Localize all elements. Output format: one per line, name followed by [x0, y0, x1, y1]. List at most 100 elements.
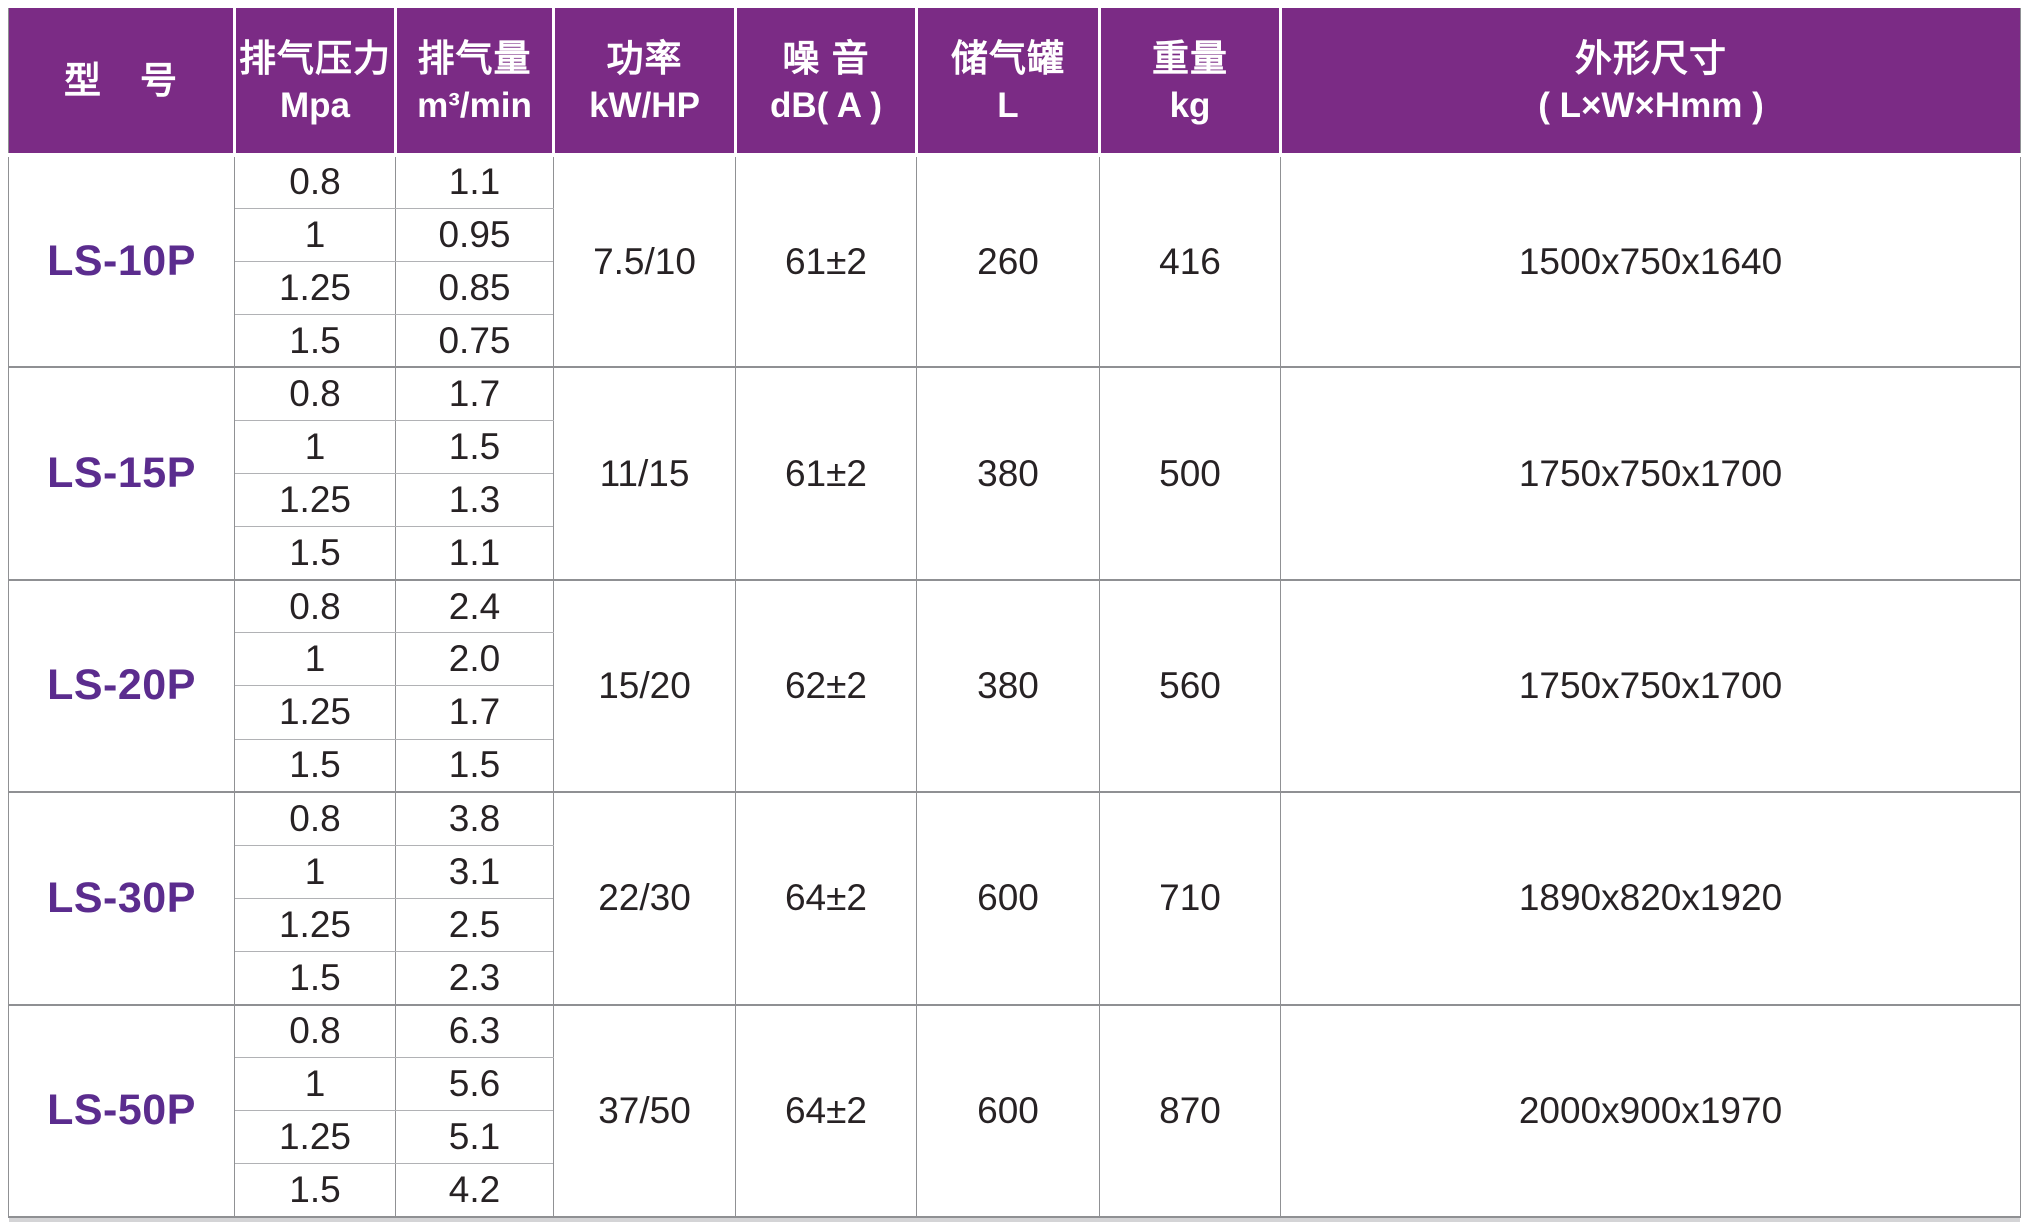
- model-cell: LS-50P: [8, 1004, 235, 1218]
- pressure-cell: 0.8: [234, 367, 396, 421]
- displacement-cell: 1.1: [395, 155, 554, 209]
- header-row: 型 号 排气压力 Mpa 排气量 m³/min 功率 kW/HP 噪 音 dB( A )…: [8, 8, 2021, 157]
- power-cell: 37/50: [553, 1004, 736, 1218]
- displacement-cell: 0.75: [395, 314, 554, 369]
- table-row: 1 5.6: [9, 1057, 2021, 1112]
- model-cell: LS-10P: [8, 155, 235, 369]
- header-weight: 重量 kg: [1098, 8, 1281, 157]
- displacement-cell: 3.1: [395, 845, 554, 899]
- displacement-cell: 1.1: [395, 526, 554, 581]
- model-cell: LS-15P: [8, 367, 235, 581]
- displacement-cell: 5.6: [395, 1057, 554, 1112]
- header-power: 功率 kW/HP: [552, 8, 736, 157]
- table-row: 1.5 4.2: [9, 1163, 2021, 1219]
- displacement-cell: 0.95: [395, 208, 554, 262]
- table-row: LS-20P 0.8 2.4 15/20 62±2 380 560 1750x7…: [8, 579, 2021, 794]
- power-cell: 11/15: [553, 367, 736, 581]
- dimensions-cell: 1750x750x1700: [1280, 579, 2021, 794]
- table-row: LS-50P 0.8 6.3 37/50 64±2 600 870 2000x9…: [8, 1004, 2021, 1218]
- pressure-cell: 1: [234, 1057, 396, 1112]
- displacement-cell: 0.85: [395, 261, 554, 315]
- table-row: 1 1.5: [9, 420, 2021, 475]
- pressure-cell: 0.8: [234, 1004, 396, 1059]
- pressure-cell: 1.25: [234, 898, 396, 952]
- header-model: 型 号: [8, 8, 235, 157]
- displacement-cell: 1.5: [395, 420, 554, 475]
- displacement-cell: 1.7: [395, 685, 554, 740]
- table-row: 1.5 2.3: [9, 951, 2021, 1006]
- displacement-cell: 2.0: [395, 632, 554, 687]
- pressure-cell: 1: [234, 420, 396, 475]
- displacement-cell: 5.1: [395, 1110, 554, 1165]
- noise-cell: 61±2: [735, 155, 917, 369]
- spec-sheet: 型 号 排气压力 Mpa 排气量 m³/min 功率 kW/HP 噪 音 dB( A )…: [8, 8, 2021, 1219]
- pressure-cell: 0.8: [234, 792, 396, 846]
- dimensions-cell: 1500x750x1640: [1280, 155, 2021, 369]
- pressure-cell: 0.8: [234, 155, 396, 209]
- tank-cell: 380: [916, 367, 1100, 581]
- pressure-cell: 1.25: [234, 1110, 396, 1165]
- model-cell: LS-30P: [8, 792, 235, 1006]
- noise-cell: 62±2: [735, 579, 917, 794]
- table-row: 1 2.0: [9, 632, 2021, 687]
- tank-cell: 260: [916, 155, 1100, 369]
- spec-table: 型 号 排气压力 Mpa 排气量 m³/min 功率 kW/HP 噪 音 dB( A )…: [8, 8, 2021, 1219]
- displacement-cell: 6.3: [395, 1004, 554, 1059]
- tank-cell: 380: [916, 579, 1100, 794]
- displacement-cell: 1.7: [395, 367, 554, 421]
- power-cell: 7.5/10: [553, 155, 736, 369]
- pressure-cell: 1.5: [234, 526, 396, 581]
- noise-cell: 64±2: [735, 792, 917, 1006]
- model-cell: LS-20P: [8, 579, 235, 794]
- pressure-cell: 1: [234, 632, 396, 687]
- table-row: 1.5 1.1: [9, 526, 2021, 581]
- pressure-cell: 1.5: [234, 739, 396, 794]
- table-row: 1.25 1.3: [9, 473, 2021, 528]
- table-row: LS-10P 0.8 1.1 7.5/10 61±2 260 416 1500x…: [8, 155, 2021, 369]
- displacement-cell: 4.2: [395, 1163, 554, 1219]
- displacement-cell: 1.5: [395, 739, 554, 794]
- table-row: 1.5 0.75: [9, 314, 2021, 369]
- displacement-cell: 2.5: [395, 898, 554, 952]
- displacement-cell: 2.4: [395, 579, 554, 634]
- table-row: 1.25 1.7: [9, 685, 2021, 740]
- pressure-cell: 1.5: [234, 951, 396, 1006]
- pressure-cell: 0.8: [234, 579, 396, 634]
- displacement-cell: 2.3: [395, 951, 554, 1006]
- noise-cell: 61±2: [735, 367, 917, 581]
- table-row: 1.25 2.5: [9, 898, 2021, 952]
- pressure-cell: 1.25: [234, 261, 396, 315]
- weight-cell: 710: [1099, 792, 1281, 1006]
- table-row: 1 3.1: [9, 845, 2021, 899]
- table-row: 1.25 0.85: [9, 261, 2021, 315]
- header-model-label: 型 号: [64, 59, 178, 101]
- table-row: 1 0.95: [9, 208, 2021, 262]
- pressure-cell: 1.25: [234, 685, 396, 740]
- header-tank: 储气罐 L: [915, 8, 1100, 157]
- displacement-cell: 1.3: [395, 473, 554, 528]
- table-row: LS-15P 0.8 1.7 11/15 61±2 380 500 1750x7…: [8, 367, 2021, 581]
- table-row: LS-30P 0.8 3.8 22/30 64±2 600 710 1890x8…: [8, 792, 2021, 1006]
- noise-cell: 64±2: [735, 1004, 917, 1218]
- weight-cell: 416: [1099, 155, 1281, 369]
- tank-cell: 600: [916, 1004, 1100, 1218]
- header-displacement: 排气量 m³/min: [394, 8, 554, 157]
- header-noise: 噪 音 dB( A ): [734, 8, 917, 157]
- pressure-cell: 1.25: [234, 473, 396, 528]
- power-cell: 22/30: [553, 792, 736, 1006]
- table-row: 1.25 5.1: [9, 1110, 2021, 1165]
- header-dimensions: 外形尺寸( L×W×Hmm ): [1279, 8, 2021, 157]
- displacement-cell: 3.8: [395, 792, 554, 846]
- pressure-cell: 1.5: [234, 1163, 396, 1219]
- dimensions-cell: 1750x750x1700: [1280, 367, 2021, 581]
- power-cell: 15/20: [553, 579, 736, 794]
- weight-cell: 870: [1099, 1004, 1281, 1218]
- weight-cell: 500: [1099, 367, 1281, 581]
- dimensions-cell: 1890x820x1920: [1280, 792, 2021, 1006]
- tank-cell: 600: [916, 792, 1100, 1006]
- weight-cell: 560: [1099, 579, 1281, 794]
- header-pressure: 排气压力 Mpa: [233, 8, 396, 157]
- pressure-cell: 1: [234, 208, 396, 262]
- table-row: 1.5 1.5: [9, 739, 2021, 794]
- pressure-cell: 1.5: [234, 314, 396, 369]
